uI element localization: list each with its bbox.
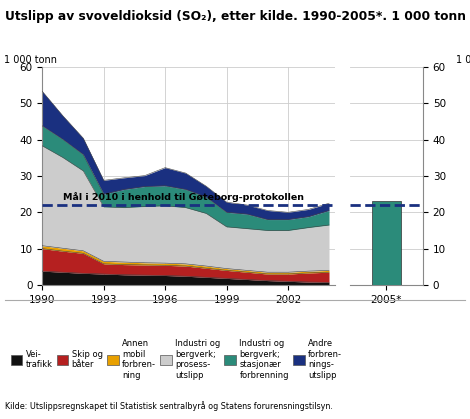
Text: 1 000 tonn: 1 000 tonn: [4, 55, 57, 65]
Text: Mål i 2010 i henhold til Gøteborg-protokollen: Mål i 2010 i henhold til Gøteborg-protok…: [63, 192, 304, 202]
Text: Utslipp av svoveldioksid (SO₂), etter kilde. 1990-2005*. 1 000 tonn: Utslipp av svoveldioksid (SO₂), etter ki…: [5, 10, 466, 23]
Legend: Vei-
trafikk, Skip og
båter, Annen
mobil
forbren-
ning, Industri og
bergverk;
pr: Vei- trafikk, Skip og båter, Annen mobil…: [9, 338, 344, 381]
Bar: [371, 202, 401, 285]
Text: 1 000 tonn: 1 000 tonn: [456, 55, 470, 65]
Text: Kilde: Utslippsregnskapet til Statistisk sentralbyrå og Statens forurensningstil: Kilde: Utslippsregnskapet til Statistisk…: [5, 401, 333, 411]
